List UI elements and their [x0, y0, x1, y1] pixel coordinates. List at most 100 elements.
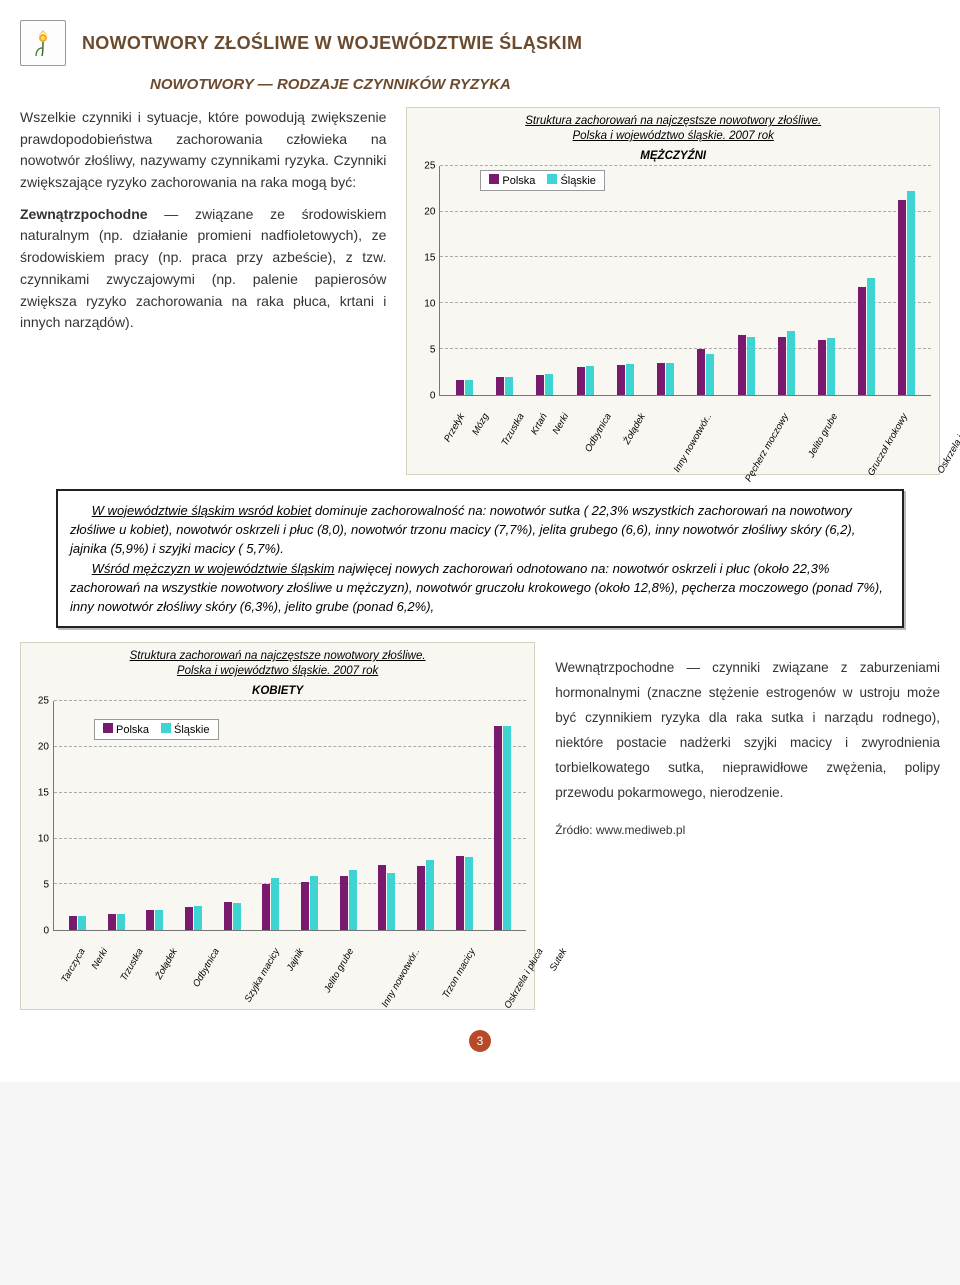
bar-slaskie: [747, 337, 755, 395]
y-tick: 0: [43, 926, 49, 937]
chart-1-wrap: Struktura zachorowań na najczęstsze nowo…: [406, 107, 940, 475]
bar-group: [58, 701, 97, 930]
bar-group: [329, 701, 368, 930]
bar-slaskie: [787, 331, 795, 395]
bar-polska: [496, 377, 504, 395]
bar-group: [847, 166, 887, 395]
legend-item: Polska: [489, 174, 535, 187]
zewn-label: Zewnątrzpochodne: [20, 206, 148, 222]
bar-group: [368, 701, 407, 930]
y-axis: 0510152025: [29, 701, 53, 931]
bar-group: [646, 166, 686, 395]
chart-plot-area: 0510152025PolskaŚląskie: [29, 701, 526, 931]
y-tick: 5: [430, 344, 436, 355]
bar-polska: [185, 907, 193, 930]
bar-group: [485, 166, 525, 395]
document-page: NOWOTWORY ZŁOŚLIWE W WOJEWÓDZTWIE ŚLĄSKI…: [0, 0, 960, 1082]
page-header: NOWOTWORY ZŁOŚLIWE W WOJEWÓDZTWIE ŚLĄSKI…: [20, 20, 940, 66]
y-tick: 0: [430, 390, 436, 401]
bar-polska: [494, 726, 502, 930]
top-row: Wszelkie czynniki i sytuacje, które powo…: [20, 107, 940, 475]
y-tick: 5: [43, 880, 49, 891]
chart-title: Struktura zachorowań na najczęstsze nowo…: [415, 114, 931, 144]
page-title: NOWOTWORY ZŁOŚLIWE W WOJEWÓDZTWIE ŚLĄSKI…: [82, 33, 582, 54]
y-tick: 10: [424, 298, 435, 309]
bar-group: [525, 166, 565, 395]
zewn-paragraph: Zewnątrzpochodne — związane ze środowisk…: [20, 204, 386, 334]
bar-polska: [818, 340, 826, 395]
bar-slaskie: [503, 726, 511, 930]
intro-paragraph: Wszelkie czynniki i sytuacje, które powo…: [20, 107, 386, 194]
bar-slaskie: [310, 876, 318, 930]
chart-men: Struktura zachorowań na najczęstsze nowo…: [406, 107, 940, 475]
chart-subtitle: MĘŻCZYŹNI: [415, 150, 931, 162]
bar-group: [887, 166, 927, 395]
plot: PolskaŚląskie: [53, 701, 526, 931]
bar-polska: [417, 866, 425, 930]
y-tick: 25: [424, 160, 435, 171]
chart-legend: PolskaŚląskie: [94, 719, 219, 740]
bar-slaskie: [545, 374, 553, 395]
bar-slaskie: [117, 914, 125, 930]
wewn-body: — czynniki związane z zaburzeniami hormo…: [555, 660, 940, 800]
y-tick: 20: [424, 206, 435, 217]
bar-polska: [657, 363, 665, 395]
chart-title: Struktura zachorowań na najczęstsze nowo…: [29, 649, 526, 679]
bars: [440, 166, 931, 395]
bar-slaskie: [387, 873, 395, 930]
bar-polska: [778, 337, 786, 395]
bar-polska: [536, 375, 544, 395]
bar-group: [565, 166, 605, 395]
page-number-badge: 3: [469, 1030, 491, 1052]
bar-group: [444, 166, 484, 395]
wewn-paragraph: Wewnątrzpochodne — czynniki związane z z…: [555, 656, 940, 806]
bar-slaskie: [194, 906, 202, 930]
x-axis-labels: PrzełykMózgTrzustkaKrtańNerkiOdbytnicaŻo…: [415, 398, 931, 466]
bar-slaskie: [233, 903, 241, 930]
bar-group: [251, 701, 290, 930]
bar-polska: [108, 914, 116, 930]
daffodil-icon: [20, 20, 66, 66]
bar-slaskie: [271, 878, 279, 930]
bar-slaskie: [867, 278, 875, 395]
bar-polska: [301, 882, 309, 931]
bar-slaskie: [155, 910, 163, 930]
legend-item: Śląskie: [161, 723, 209, 736]
bar-polska: [456, 380, 464, 395]
bar-polska: [577, 367, 585, 394]
bar-slaskie: [706, 354, 714, 395]
bar-group: [484, 701, 523, 930]
chart-legend: Polska Śląskie: [480, 170, 605, 191]
bar-polska: [456, 856, 464, 930]
bar-group: [213, 701, 252, 930]
bar-slaskie: [349, 870, 357, 930]
summary-callout: W województwie śląskim wsród kobiet domi…: [56, 489, 904, 628]
y-tick: 25: [38, 696, 49, 707]
bar-group: [806, 166, 846, 395]
chart-2-wrap: Struktura zachorowań na najczęstsze nowo…: [20, 642, 535, 1010]
bar-slaskie: [78, 916, 86, 931]
bar-group: [290, 701, 329, 930]
bar-polska: [738, 335, 746, 395]
x-axis-labels: TarczycaNerkiTrzustkaŻołądekOdbytnicaSzy…: [29, 933, 526, 1001]
chart-plot-area: 0510152025PolskaŚląskie: [415, 166, 931, 396]
bar-group: [726, 166, 766, 395]
wewn-label: Wewnątrzpochodne: [555, 660, 674, 675]
legend-item: Śląskie: [547, 174, 595, 187]
bar-group: [605, 166, 645, 395]
bar-group: [766, 166, 806, 395]
y-tick: 15: [38, 788, 49, 799]
bar-polska: [378, 865, 386, 930]
chart-subtitle: KOBIETY: [29, 685, 526, 697]
bar-slaskie: [505, 377, 513, 394]
bar-polska: [697, 349, 705, 395]
bar-group: [686, 166, 726, 395]
section-subtitle: NOWOTWORY — RODZAJE CZYNNIKÓW RYZYKA: [150, 76, 940, 93]
y-tick: 10: [38, 834, 49, 845]
bar-slaskie: [465, 857, 473, 930]
left-text-column: Wszelkie czynniki i sytuacje, które powo…: [20, 107, 386, 475]
bar-polska: [898, 200, 906, 395]
bar-slaskie: [465, 380, 473, 395]
bar-group: [445, 701, 484, 930]
plot: Polska Śląskie: [439, 166, 931, 396]
